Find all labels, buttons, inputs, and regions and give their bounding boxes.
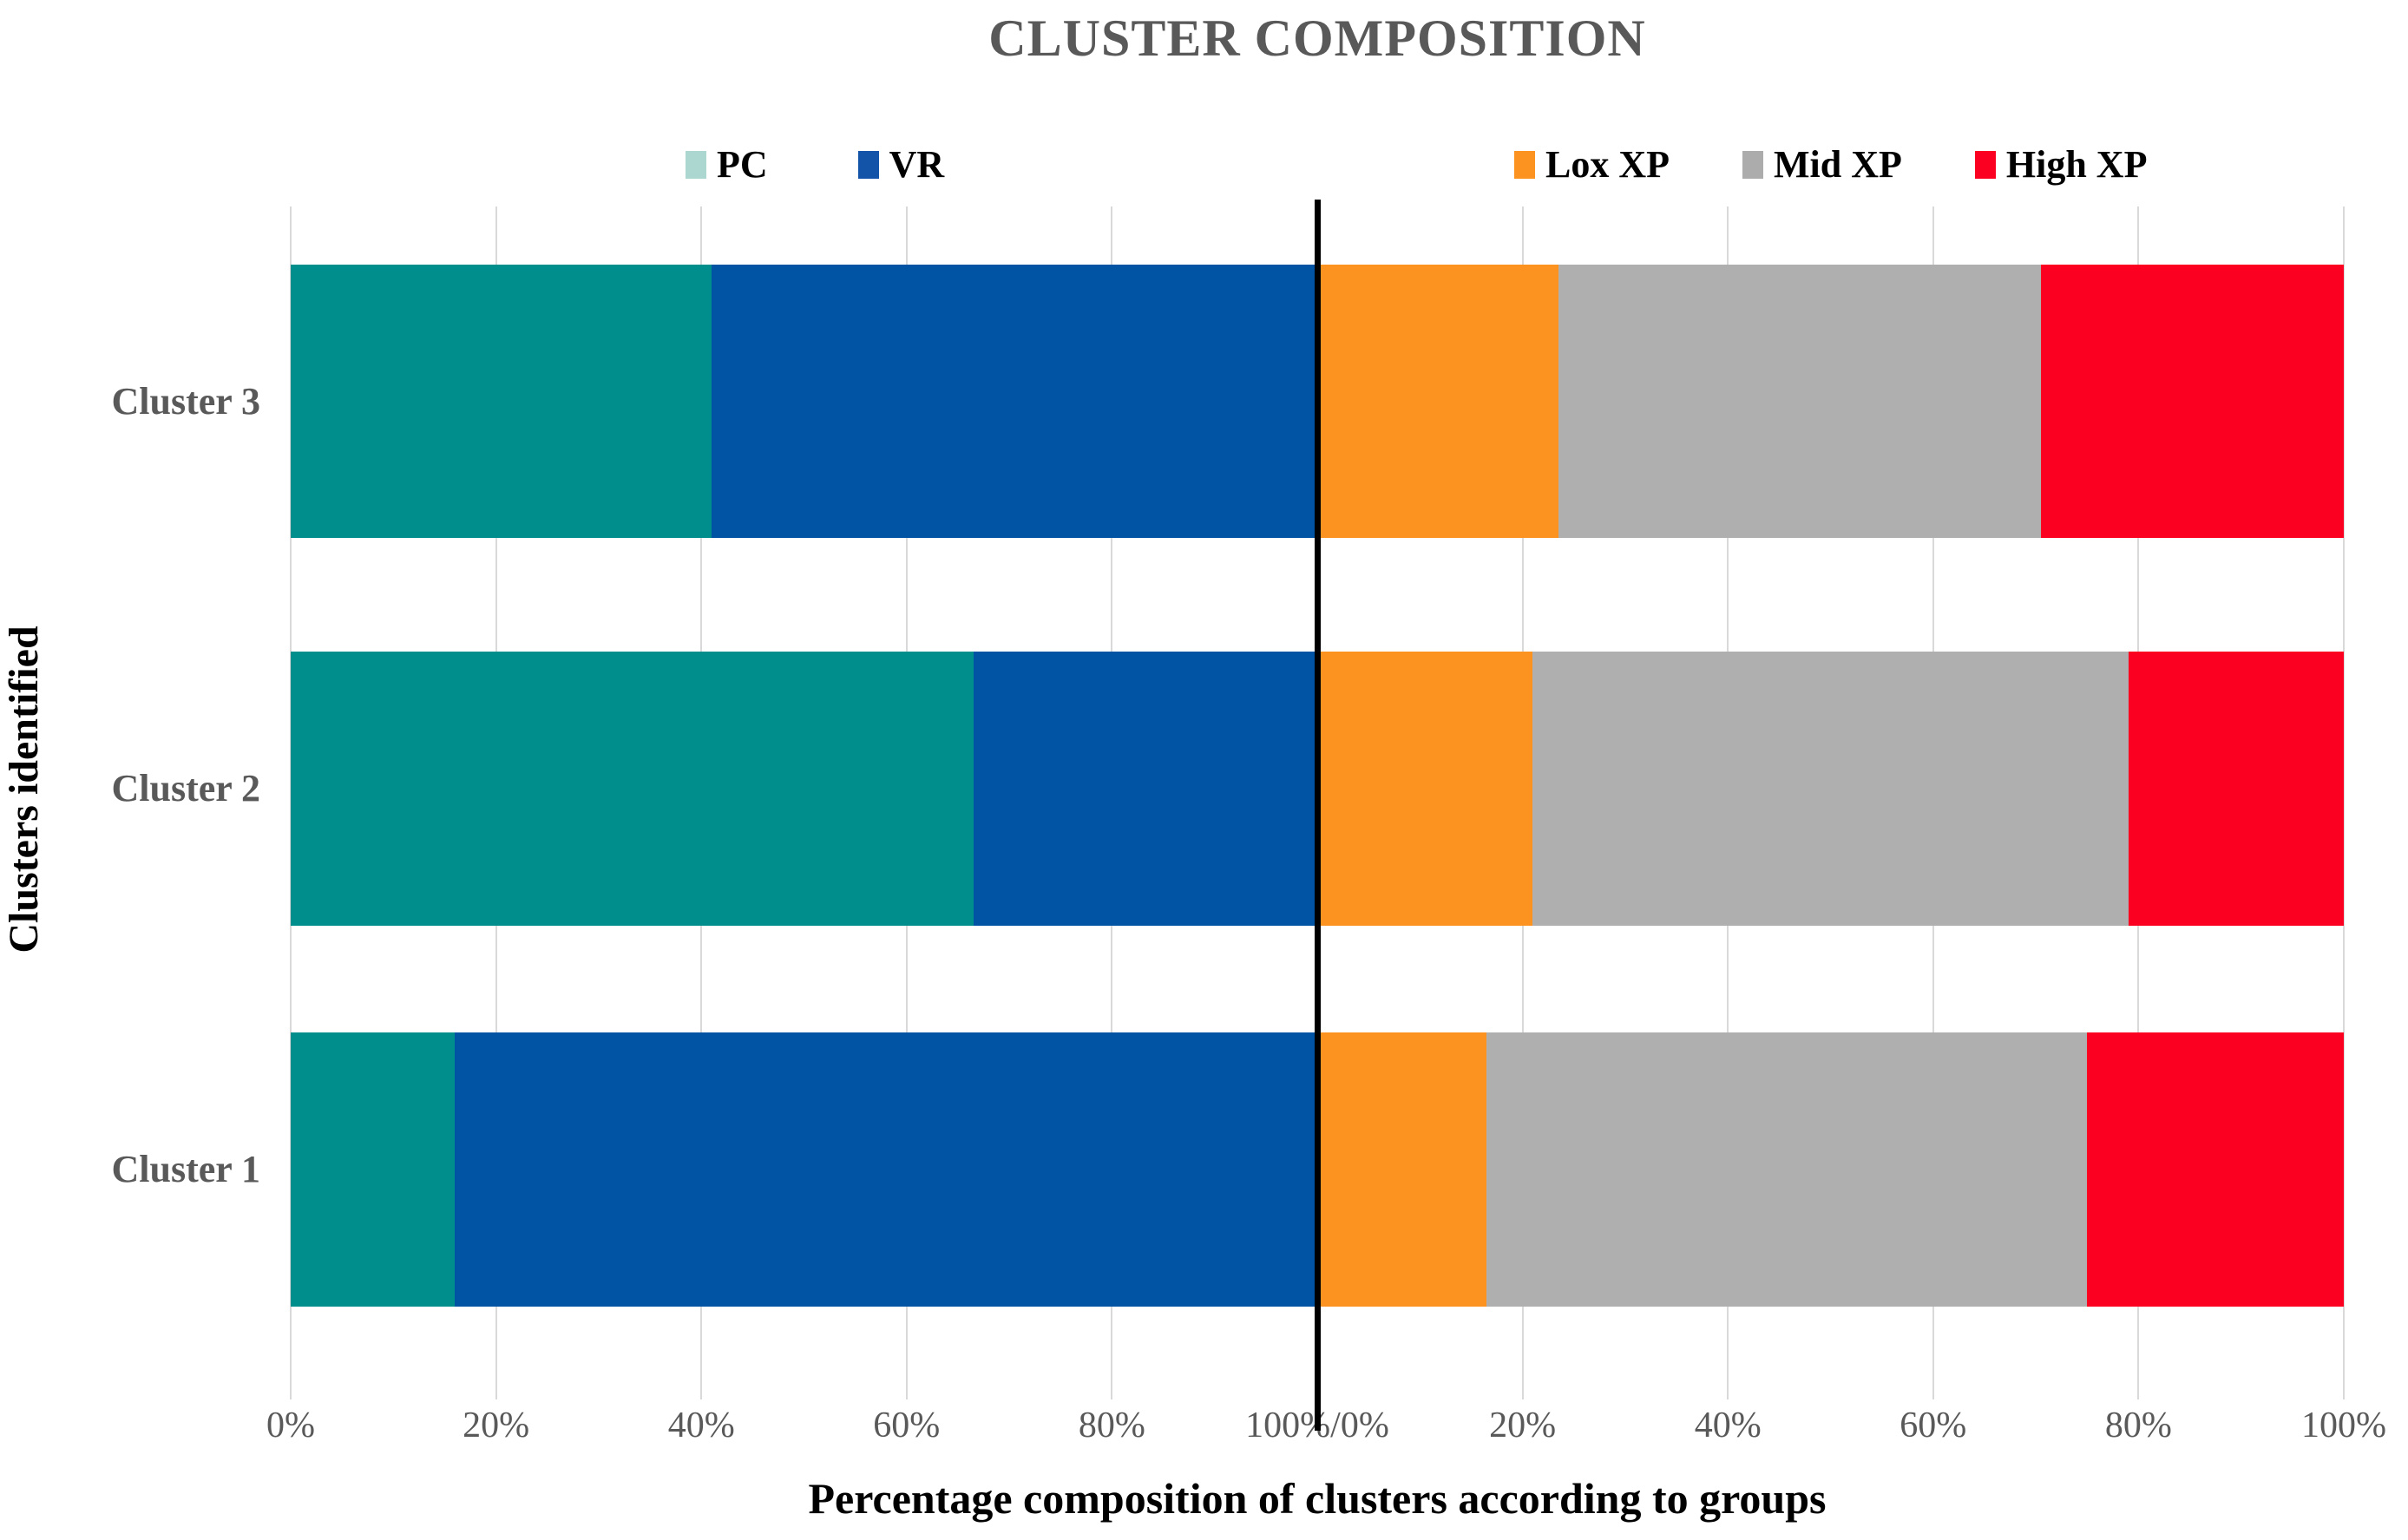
vr-swatch-icon <box>857 151 879 179</box>
legend-label-lox-xp: Lox XP <box>1545 143 1670 186</box>
bar-segment-pc <box>291 1032 456 1307</box>
bar-segment-mid-xp <box>1558 265 2041 538</box>
bar-segment-mid-xp <box>1486 1032 2088 1307</box>
bar-row-cluster-1 <box>291 1032 2344 1307</box>
bar-segment-high-xp <box>2041 265 2344 538</box>
bar-half-experience <box>1317 1032 2344 1307</box>
x-tick-label: 60% <box>873 1406 941 1445</box>
legend-label-pc: PC <box>717 143 768 186</box>
x-tick-label: 80% <box>1078 1406 1145 1445</box>
high-xp-swatch-icon <box>1974 151 1996 179</box>
x-tick-label: 80% <box>2104 1406 2172 1445</box>
bar-segment-lox-xp <box>1317 265 1558 538</box>
y-axis-title: Clusters identified <box>1 626 47 953</box>
x-tick-label: 100% <box>2301 1406 2386 1445</box>
bar-segment-lox-xp <box>1317 1032 1487 1307</box>
bar-segment-vr <box>712 265 1317 538</box>
x-axis-title: Percentage composition of clusters accor… <box>808 1474 1827 1523</box>
legend-item-pc: PC <box>686 146 768 184</box>
bar-half-device <box>291 1032 1317 1307</box>
bar-segment-mid-xp <box>1532 652 2129 926</box>
x-tick-label: 40% <box>1694 1406 1762 1445</box>
legend-label-high-xp: High XP <box>2005 143 2148 186</box>
legend-item-mid-xp: Mid XP <box>1742 146 1902 184</box>
bar-segment-high-xp <box>2087 1032 2344 1307</box>
y-category-label-cluster-2: Cluster 2 <box>111 767 260 809</box>
bar-segment-vr <box>973 652 1317 926</box>
bar-half-experience <box>1317 652 2344 926</box>
x-tick-label: 20% <box>1489 1406 1557 1445</box>
legend-item-vr: VR <box>857 143 945 186</box>
mid-xp-swatch-icon <box>1742 151 1763 179</box>
lox-xp-swatch-icon <box>1514 151 1535 179</box>
bar-segment-lox-xp <box>1317 652 1533 926</box>
chart-title: CLUSTER COMPOSITION <box>988 10 1646 67</box>
legend-device: PC VR <box>686 146 944 184</box>
plot-area <box>290 200 2345 1431</box>
gridline <box>2343 206 2345 1399</box>
x-tick-label: 0% <box>266 1406 315 1445</box>
legend-label-mid-xp: Mid XP <box>1774 143 1902 186</box>
legend-item-high-xp: High XP <box>1974 143 2148 186</box>
y-category-label-cluster-3: Cluster 3 <box>111 379 260 423</box>
y-category-label-cluster-1: Cluster 1 <box>111 1148 260 1190</box>
x-tick-label: 40% <box>667 1406 735 1445</box>
x-tick-label: 60% <box>1899 1406 1967 1445</box>
bar-row-cluster-2 <box>291 652 2344 926</box>
bar-row-cluster-3 <box>291 265 2344 538</box>
center-axis-divider-line <box>1314 200 1321 1431</box>
legend-label-vr: VR <box>889 143 945 186</box>
x-tick-label: 20% <box>463 1406 530 1445</box>
legend-experience: Lox XP Mid XP High XP <box>1514 146 2147 184</box>
bar-half-experience <box>1317 265 2344 538</box>
bar-segment-pc <box>291 652 974 926</box>
legend-item-lox-xp: Lox XP <box>1514 146 1670 184</box>
bar-segment-high-xp <box>2128 652 2344 926</box>
pc-swatch-icon <box>686 151 706 179</box>
bar-half-device <box>291 652 1317 926</box>
bar-segment-pc <box>291 265 712 538</box>
bar-half-device <box>291 265 1317 538</box>
bar-segment-vr <box>455 1032 1317 1307</box>
